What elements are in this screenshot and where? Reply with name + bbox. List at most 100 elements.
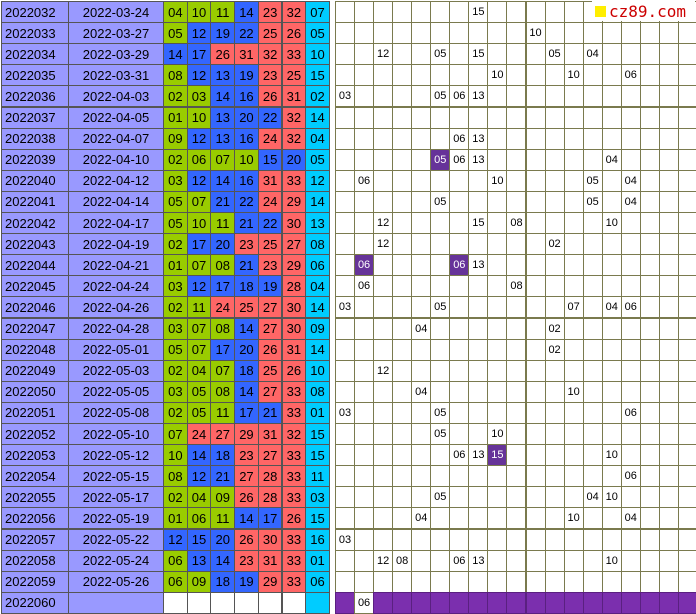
red-ball: 20: [281, 148, 307, 171]
trend-cell: [620, 22, 641, 45]
trend-cell: [430, 465, 451, 488]
draw-date: 2022-05-12: [68, 444, 164, 467]
red-ball: 29: [281, 190, 307, 213]
trend-cell: [582, 507, 603, 530]
trend-cell: [449, 275, 470, 298]
blue-ball: 16: [305, 528, 330, 551]
trend-cell: [430, 64, 451, 87]
red-ball: 27: [257, 380, 283, 403]
trend-cell: [544, 359, 565, 382]
next-issue-number: 2022060: [1, 591, 69, 614]
blue-ball: 08: [305, 380, 330, 403]
trend-cell: [582, 317, 603, 340]
trend-cell: [525, 169, 546, 192]
trend-cell: [563, 528, 584, 551]
red-ball: 14: [210, 169, 236, 192]
site-logo[interactable]: cz89.com: [592, 1, 695, 21]
trend-cell: [563, 148, 584, 171]
trend-cell: [525, 507, 546, 530]
red-ball: 11: [210, 401, 236, 424]
red-ball: 03: [163, 317, 188, 340]
red-ball: 09: [186, 570, 212, 593]
red-ball: 20: [210, 528, 236, 551]
trend-cell: [392, 43, 413, 66]
trend-cell: [430, 444, 451, 467]
trend-cell: [620, 43, 641, 66]
trend-value: 12: [373, 233, 394, 256]
trend-value: 05: [430, 43, 451, 66]
trend-cell: [506, 233, 527, 256]
trend-value: 15: [468, 1, 489, 24]
trend-value: 12: [373, 359, 394, 382]
trend-cell: [525, 85, 546, 108]
pending-ball: [186, 591, 212, 614]
issue-number: 2022051: [1, 401, 69, 424]
trend-cell: [468, 528, 489, 551]
trend-cell: [563, 359, 584, 382]
prediction-cell: [430, 591, 451, 614]
red-ball: 33: [281, 444, 307, 467]
trend-value: 04: [620, 169, 641, 192]
red-ball: 12: [186, 64, 212, 87]
trend-cell: [563, 106, 584, 129]
red-ball: 21: [210, 190, 236, 213]
red-ball: 11: [210, 507, 236, 530]
trend-cell: [354, 401, 375, 424]
trend-cell: [468, 233, 489, 256]
issue-number: 2022037: [1, 106, 69, 129]
red-ball: 33: [281, 570, 307, 593]
trend-cell: [487, 486, 508, 509]
red-ball: 33: [281, 465, 307, 488]
trend-cell: [658, 43, 679, 66]
trend-cell: [677, 465, 696, 488]
issue-number: 2022056: [1, 507, 69, 530]
trend-value: 10: [487, 64, 508, 87]
trend-cell: [354, 127, 375, 150]
trend-cell: [373, 85, 394, 108]
trend-cell: [525, 254, 546, 277]
trend-cell: [411, 296, 432, 319]
red-ball: 25: [281, 64, 307, 87]
trend-cell: [487, 43, 508, 66]
trend-cell: [658, 296, 679, 319]
red-ball: 32: [281, 423, 307, 446]
issue-number: 2022034: [1, 43, 69, 66]
trend-cell: [354, 528, 375, 551]
trend-cell: [677, 148, 696, 171]
draw-date: 2022-04-21: [68, 254, 164, 277]
trend-cell: [430, 507, 451, 530]
red-ball: 05: [186, 380, 212, 403]
trend-cell: [658, 444, 679, 467]
trend-cell: [354, 465, 375, 488]
red-ball: 03: [163, 380, 188, 403]
trend-cell: [373, 148, 394, 171]
trend-cell: [677, 106, 696, 129]
trend-cell: [392, 317, 413, 340]
trend-cell: [544, 528, 565, 551]
trend-cell: [544, 275, 565, 298]
issue-number: 2022049: [1, 359, 69, 382]
red-ball: 20: [234, 338, 259, 361]
trend-cell: [563, 486, 584, 509]
trend-cell: [639, 212, 660, 235]
red-ball: 23: [257, 64, 283, 87]
red-ball: 10: [163, 444, 188, 467]
blue-ball: 09: [305, 317, 330, 340]
red-ball: 28: [257, 465, 283, 488]
trend-cell: [658, 212, 679, 235]
red-ball: 18: [210, 570, 236, 593]
trend-cell: [582, 254, 603, 277]
red-ball: 06: [163, 549, 188, 572]
trend-cell: [544, 444, 565, 467]
trend-value: 06: [354, 275, 375, 298]
trend-cell: [601, 275, 622, 298]
trend-cell: [487, 296, 508, 319]
red-ball: 27: [257, 317, 283, 340]
red-ball: 23: [234, 233, 259, 256]
draw-date: 2022-05-01: [68, 338, 164, 361]
red-ball: 17: [186, 233, 212, 256]
trend-value: 08: [506, 275, 527, 298]
trend-cell: [411, 85, 432, 108]
issue-number: 2022058: [1, 549, 69, 572]
trend-cell: [582, 127, 603, 150]
